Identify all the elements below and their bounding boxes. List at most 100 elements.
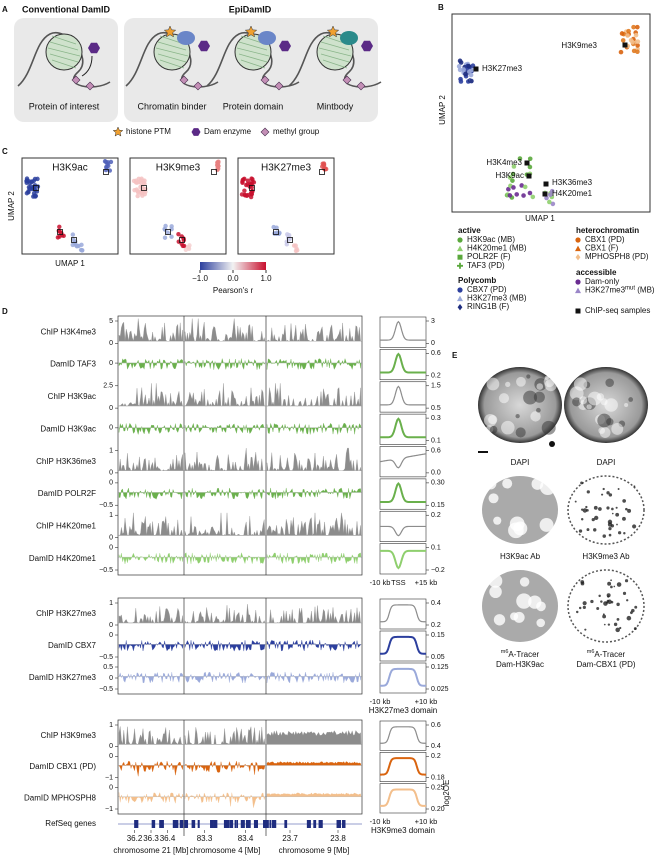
profile-caption: H3K27me3 domain xyxy=(369,706,437,715)
speckle xyxy=(580,518,584,521)
arrow xyxy=(81,55,93,77)
profile-tick-label: 0.4 xyxy=(431,600,441,607)
profile-frame xyxy=(379,543,427,575)
x-axis-label: chromosome 21 [Mb] xyxy=(113,846,188,855)
umap-point xyxy=(293,248,299,254)
umap-point xyxy=(625,33,630,38)
legend-marker xyxy=(575,245,581,252)
umap-point xyxy=(271,224,276,230)
y-tick-label: 0 xyxy=(109,675,113,682)
profile-frame xyxy=(379,381,427,413)
umap-point xyxy=(618,49,624,55)
umap-point xyxy=(249,185,254,190)
x-axis-label: chromosome 9 [Mb] xyxy=(279,846,350,855)
umap-point xyxy=(240,180,245,186)
nucleosome-stripe xyxy=(320,53,350,63)
signal xyxy=(118,318,184,342)
gene xyxy=(197,820,200,828)
umap-point xyxy=(105,162,110,167)
profile-tick-label: 0.5 xyxy=(431,405,441,412)
umap-point xyxy=(28,184,33,189)
umap-point xyxy=(620,38,626,43)
legend-marker xyxy=(575,279,581,285)
profile-tick-label: 0.6 xyxy=(431,350,441,357)
histone-ptm xyxy=(163,25,177,38)
chromocenter xyxy=(505,381,511,388)
gene xyxy=(269,820,272,828)
gene xyxy=(313,820,317,828)
binder xyxy=(340,31,358,45)
legend-title: Polycomb xyxy=(458,276,496,285)
chromocenter xyxy=(501,420,515,435)
umap-point xyxy=(284,242,289,247)
chromocenter xyxy=(604,398,618,412)
chromocenter xyxy=(624,402,629,408)
chip-sample xyxy=(71,237,77,243)
chromocenter xyxy=(606,418,614,426)
legend-label: RING1B (F) xyxy=(467,302,510,311)
speckle xyxy=(536,601,546,612)
chip-sample xyxy=(179,237,185,243)
speckle xyxy=(615,627,620,633)
chip-sample xyxy=(141,185,147,191)
speckle xyxy=(627,508,632,513)
dam-enzyme xyxy=(361,40,373,52)
speckle xyxy=(488,574,503,588)
x-tick-label: 23.8 xyxy=(330,834,346,843)
speckle xyxy=(611,507,614,511)
speckle xyxy=(608,527,612,531)
speckle xyxy=(586,528,590,532)
image-label: Dam-CBX1 (PD) xyxy=(576,660,635,669)
profile-tick-label: 0.2 xyxy=(431,622,441,629)
profile-line xyxy=(379,788,427,807)
colorbar-tick-label: 1.0 xyxy=(260,274,272,283)
umap-point xyxy=(463,71,468,77)
profile-frame xyxy=(379,446,427,478)
image-label: H3K9ac Ab xyxy=(500,552,541,561)
nucleosome-stripe xyxy=(47,47,81,57)
speckle xyxy=(489,585,502,599)
panel-c-title: H3K27me3 xyxy=(261,163,311,174)
panel-letter: A xyxy=(2,5,8,14)
signal xyxy=(184,760,266,775)
legend-label: MPHOSPH8 (PD) xyxy=(585,252,649,261)
chromocenter xyxy=(498,393,510,404)
umap-point xyxy=(635,39,641,44)
profile-tick-label: 0.2 xyxy=(431,753,441,760)
panel-a-label: Protein of interest xyxy=(29,101,100,111)
y-tick-label: 0 xyxy=(109,340,113,347)
legend-hex xyxy=(191,128,201,136)
speckle xyxy=(602,487,605,491)
dam-enzyme xyxy=(88,42,100,54)
profile-tick-label: 0.30 xyxy=(431,480,445,487)
speckle xyxy=(617,488,620,490)
y-tick-label: 0 xyxy=(109,470,113,477)
umap-point xyxy=(527,164,533,170)
umap-point xyxy=(250,179,255,184)
speckle xyxy=(536,618,546,628)
umap-point xyxy=(517,156,523,161)
gene xyxy=(184,820,188,828)
profile-axis-label: -10 kb xyxy=(370,697,391,706)
umap-point xyxy=(510,171,516,177)
methyl-group xyxy=(193,81,203,91)
panel-a-label: Mintbody xyxy=(317,101,354,111)
umap-point xyxy=(24,180,29,186)
signal xyxy=(184,552,266,565)
umap-point xyxy=(323,166,328,171)
profile-axis-label: +10 kb xyxy=(415,697,438,706)
chip-sample xyxy=(33,185,39,191)
gene xyxy=(234,820,237,828)
umap-point xyxy=(31,191,37,196)
methyl-group xyxy=(85,81,95,91)
speckle xyxy=(622,591,627,595)
y-tick-label: 0 xyxy=(109,425,113,432)
track-label: DamID H4K20me1 xyxy=(29,554,97,563)
gene xyxy=(245,820,251,828)
speckle xyxy=(601,493,604,496)
profile-tick-label: 0.125 xyxy=(431,664,449,671)
profile-tick-label: 0.15 xyxy=(431,502,445,509)
signal xyxy=(118,606,184,624)
chip-sample xyxy=(524,160,530,166)
y-tick-label: 0 xyxy=(109,360,113,367)
